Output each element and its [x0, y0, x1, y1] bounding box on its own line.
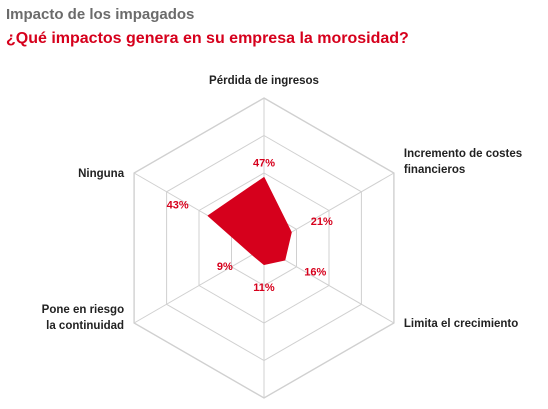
- axis-spoke-4: [133, 247, 265, 324]
- chart-subtitle: ¿Qué impactos genera en su empresa la mo…: [6, 30, 409, 47]
- category-label-4: Pone en riesgo la continuidad: [42, 304, 124, 332]
- value-label-0: 47%: [253, 158, 275, 170]
- axis-spoke-2: [263, 247, 395, 324]
- category-label-2: Limita el crecimiento: [404, 318, 518, 330]
- value-label-4: 9%: [217, 261, 233, 273]
- value-label-1: 21%: [311, 216, 333, 228]
- category-label-1: Incremento de costes financieros: [404, 148, 522, 176]
- chart-title: Impacto de los impagados: [6, 6, 195, 23]
- data-area: [207, 177, 292, 265]
- category-label-0: Pérdida de ingresos: [209, 75, 319, 87]
- value-label-3: 11%: [253, 282, 275, 294]
- category-label-5: Ninguna: [78, 168, 125, 180]
- value-label-2: 16%: [304, 266, 326, 278]
- value-label-5: 43%: [167, 200, 189, 212]
